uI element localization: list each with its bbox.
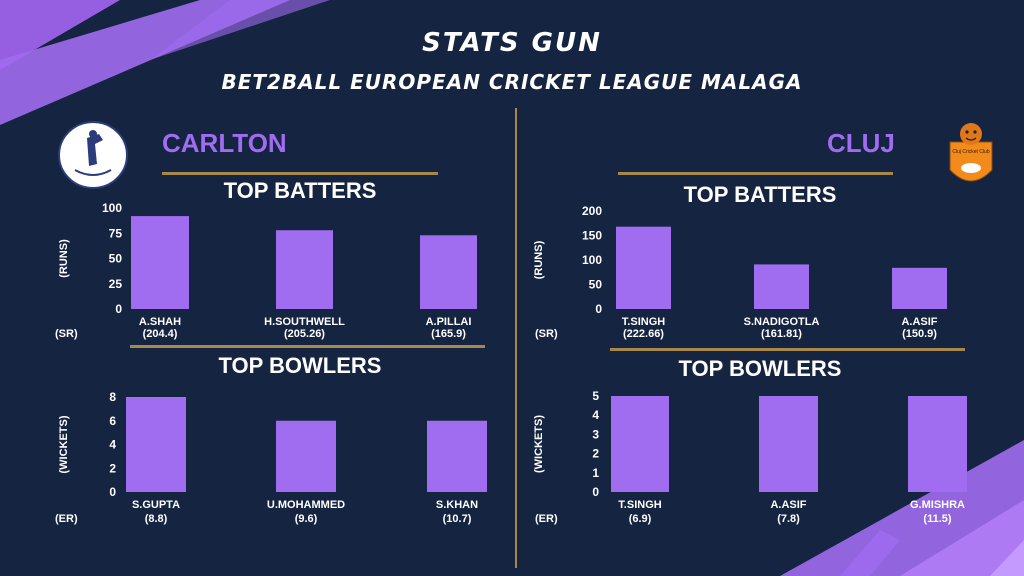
team-name-cluj: CLUJ [827,128,895,158]
secondary-axis-label: (SR) [535,328,558,340]
y-tick-label: 0 [109,485,116,499]
bar [908,396,967,492]
team-name-carlton: CARLTON [162,128,287,158]
bar [131,216,189,309]
y-tick-label: 150 [582,229,602,243]
carlton-section-line [130,345,485,348]
y-tick-label: 2 [592,447,599,461]
y-tick-label: 100 [582,253,602,267]
y-tick-label: 8 [109,390,116,404]
bar [276,230,333,309]
y-tick-label: 25 [109,277,123,291]
y-axis-label: (RUNS) [58,239,70,278]
cluj-batters-title: TOP BATTERS [683,182,837,207]
y-tick-label: 5 [592,389,599,403]
y-axis-label: (RUNS) [533,240,545,279]
category-sublabel: (11.5) [923,513,951,525]
category-label: G.MISHRA [910,499,965,511]
category-sublabel: (10.7) [443,513,472,525]
cluj-header-line [618,172,893,175]
y-axis-label: (WICKETS) [58,415,70,473]
bar [427,420,487,492]
center-divider [515,108,517,568]
carlton-header-line [162,172,438,175]
y-tick-label: 1 [592,466,599,480]
category-sublabel: (150.9) [902,328,937,340]
category-sublabel: (8.8) [145,513,168,525]
category-sublabel: (222.66) [623,328,664,340]
secondary-axis-label: (ER) [55,513,78,525]
bar [759,396,818,492]
secondary-axis-label: (SR) [55,328,78,340]
y-tick-label: 4 [592,408,599,422]
category-sublabel: (161.81) [761,328,802,340]
secondary-axis-label: (ER) [535,513,558,525]
category-label: T.SINGH [622,316,665,328]
category-label: A.SHAH [139,316,181,328]
y-tick-label: 75 [109,226,123,240]
y-tick-label: 2 [109,461,116,475]
cluj-section-line [610,348,965,351]
category-label: A.ASIF [901,316,937,328]
category-sublabel: (9.6) [295,513,318,525]
y-tick-label: 200 [582,204,602,218]
y-axis-label: (WICKETS) [533,415,545,473]
bar [276,420,336,492]
category-label: H.SOUTHWELL [264,316,345,328]
bar [754,264,809,309]
y-tick-label: 6 [109,414,116,428]
cluj-bowlers-title: TOP BOWLERS [678,356,842,381]
cluj-logo-text: Cluj Cricket Club [952,149,989,155]
y-tick-label: 4 [109,438,116,452]
category-sublabel: (6.9) [629,513,652,525]
cluj-tiger-crest-icon: Cluj Cricket Club [946,120,996,197]
category-label: T.SINGH [618,499,661,511]
category-sublabel: (204.4) [143,328,178,340]
page-subtitle: BET2BALL EUROPEAN CRICKET LEAGUE MALAGA [221,70,803,94]
bar [892,267,947,309]
y-tick-label: 50 [109,252,123,266]
category-label: S.NADIGOTLA [744,316,820,328]
y-tick-label: 0 [592,485,599,499]
carlton-crest-icon [57,120,129,195]
category-label: A.PILLAI [426,316,472,328]
category-label: S.GUPTA [132,499,180,511]
y-tick-label: 0 [595,302,602,316]
page-title: STATS GUN [422,28,602,58]
category-sublabel: (7.8) [777,513,800,525]
y-tick-label: 0 [115,302,122,316]
category-label: A.ASIF [770,499,806,511]
y-tick-label: 3 [592,427,599,441]
bar [126,397,186,492]
carlton-bowlers-title: TOP BOWLERS [218,353,382,378]
category-label: U.MOHAMMED [267,499,345,511]
category-sublabel: (165.9) [431,328,466,340]
y-tick-label: 100 [102,201,122,215]
y-tick-label: 50 [589,278,603,292]
bar [611,396,669,492]
category-label: S.KHAN [436,499,478,511]
category-sublabel: (205.26) [284,328,325,340]
carlton-batters-title: TOP BATTERS [223,178,377,203]
bar [420,235,477,309]
bar [616,226,671,309]
